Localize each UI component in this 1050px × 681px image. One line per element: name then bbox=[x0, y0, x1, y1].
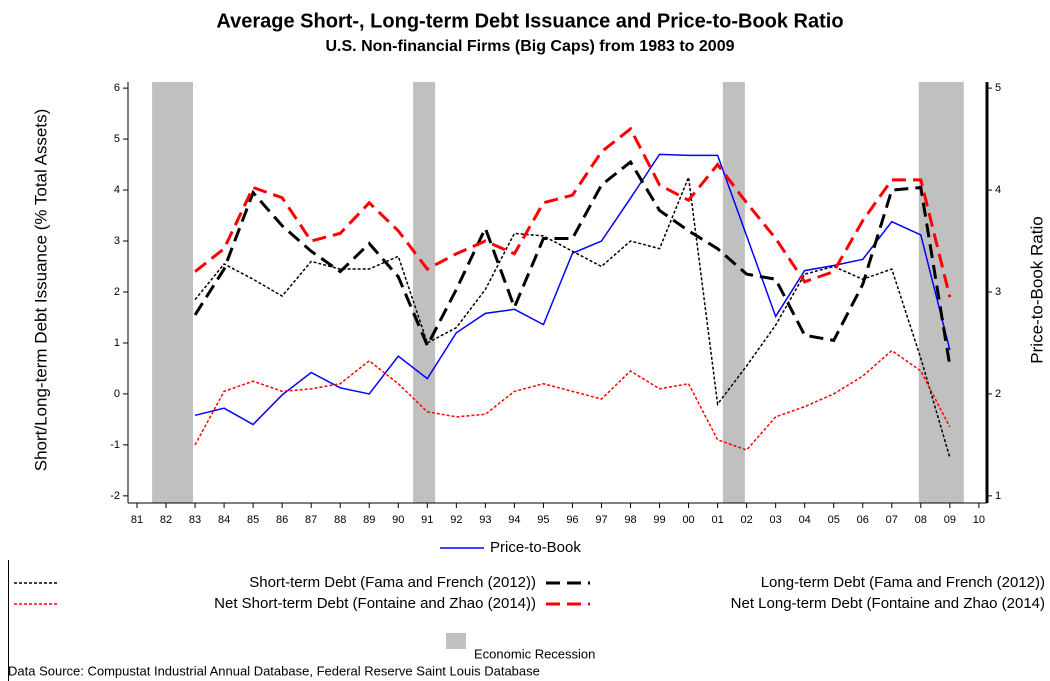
x-tick-label: 90 bbox=[392, 514, 404, 526]
legend-swatch bbox=[446, 633, 466, 649]
x-tick-label: 92 bbox=[450, 514, 462, 526]
series-line bbox=[194, 174, 951, 458]
y2-axis-label: Price-to-Book Ratio bbox=[1027, 216, 1046, 363]
x-tick-label: 03 bbox=[770, 514, 782, 526]
y2-tick-label: 1 bbox=[995, 490, 1001, 502]
x-tick-label: 10 bbox=[973, 514, 985, 526]
recession-band bbox=[918, 82, 964, 503]
x-tick-label: 04 bbox=[799, 514, 811, 526]
x-tick-label: 98 bbox=[624, 514, 636, 526]
y2-tick-label: 2 bbox=[995, 388, 1001, 400]
x-tick-label: 05 bbox=[828, 514, 840, 526]
recession-band bbox=[413, 82, 436, 503]
x-tick-label: 94 bbox=[508, 514, 520, 526]
legend-label: Long-term Debt (Fama and French (2012)) bbox=[761, 574, 1045, 591]
x-tick-label: 08 bbox=[915, 514, 927, 526]
y-tick-label: 1 bbox=[114, 337, 120, 349]
y-axis-label: Short/Long-term Debt Issuance (% Total A… bbox=[31, 109, 50, 472]
x-tick-label: 82 bbox=[160, 514, 172, 526]
x-tick-label: 93 bbox=[479, 514, 491, 526]
y-tick-label: 0 bbox=[114, 388, 120, 400]
recession-band bbox=[722, 82, 745, 503]
legend-label: Price-to-Book bbox=[490, 539, 581, 556]
series-line bbox=[194, 349, 951, 451]
x-tick-label: 83 bbox=[189, 514, 201, 526]
x-tick-label: 96 bbox=[566, 514, 578, 526]
legend-label: Net Long-term Debt (Fontaine and Zhao (2… bbox=[731, 595, 1045, 612]
y-tick-label: 4 bbox=[114, 184, 120, 196]
chart-subtitle: U.S. Non-financial Firms (Big Caps) from… bbox=[326, 38, 735, 55]
x-tick-label: 06 bbox=[857, 514, 869, 526]
y-tick-label: -2 bbox=[110, 490, 120, 502]
x-tick-label: 01 bbox=[711, 514, 723, 526]
x-tick-label: 88 bbox=[334, 514, 346, 526]
x-tick-label: 99 bbox=[653, 514, 665, 526]
y-tick-label: 2 bbox=[114, 286, 120, 298]
x-tick-label: 91 bbox=[421, 514, 433, 526]
y-tick-label: 6 bbox=[114, 82, 120, 94]
x-tick-label: 81 bbox=[131, 514, 143, 526]
x-tick-label: 97 bbox=[595, 514, 607, 526]
x-tick-label: 84 bbox=[218, 514, 230, 526]
y2-tick-label: 5 bbox=[995, 82, 1001, 94]
x-tick-label: 00 bbox=[682, 514, 694, 526]
legend-label: Net Short-term Debt (Fontaine and Zhao (… bbox=[214, 595, 536, 612]
x-tick-label: 07 bbox=[886, 514, 898, 526]
x-tick-label: 85 bbox=[247, 514, 259, 526]
y-tick-label: 5 bbox=[114, 133, 120, 145]
x-tick-label: 95 bbox=[537, 514, 549, 526]
x-tick-label: 87 bbox=[305, 514, 317, 526]
y-tick-label: 3 bbox=[114, 235, 120, 247]
y-tick-label: -1 bbox=[110, 439, 120, 451]
series-line bbox=[194, 153, 951, 426]
x-tick-label: 89 bbox=[363, 514, 375, 526]
y2-tick-label: 3 bbox=[995, 286, 1001, 298]
x-tick-label: 09 bbox=[944, 514, 956, 526]
legend-label: Short-term Debt (Fama and French (2012)) bbox=[249, 574, 536, 591]
legend-label: Economic Recession bbox=[474, 646, 595, 661]
y2-tick-label: 4 bbox=[995, 184, 1001, 196]
x-tick-label: 86 bbox=[276, 514, 288, 526]
chart-title: Average Short-, Long-term Debt Issuance … bbox=[216, 10, 843, 32]
x-tick-label: 02 bbox=[741, 514, 753, 526]
series-line bbox=[194, 126, 952, 298]
recession-band bbox=[152, 82, 194, 503]
source-note: Data Source: Compustat Industrial Annual… bbox=[8, 663, 540, 678]
